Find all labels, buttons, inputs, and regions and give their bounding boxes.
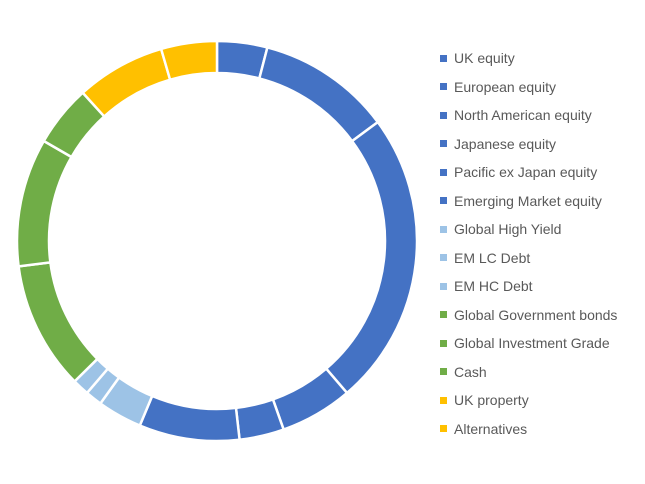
legend-swatch bbox=[440, 311, 447, 319]
slice-uk-property bbox=[81, 47, 172, 118]
legend-label: Global Government bonds bbox=[454, 306, 618, 323]
legend-swatch bbox=[440, 168, 447, 176]
legend-item-em-hc-debt: EM HC Debt bbox=[440, 272, 640, 301]
legend-label: Global Investment Grade bbox=[454, 335, 610, 352]
legend-item-european-equity: European equity bbox=[440, 73, 640, 102]
legend-item-global-investment-grade: Global Investment Grade bbox=[440, 329, 640, 358]
legend-item-emerging-market-equity: Emerging Market equity bbox=[440, 187, 640, 216]
legend-swatch bbox=[440, 140, 447, 148]
legend-label: Pacific ex Japan equity bbox=[454, 164, 598, 181]
legend-item-global-government-bonds: Global Government bonds bbox=[440, 301, 640, 330]
legend-swatch bbox=[440, 339, 447, 347]
legend-item-uk-property: UK property bbox=[440, 386, 640, 415]
legend-label: UK property bbox=[454, 392, 529, 409]
legend-item-japanese-equity: Japanese equity bbox=[440, 130, 640, 159]
legend-item-pacific-ex-japan-equity: Pacific ex Japan equity bbox=[440, 158, 640, 187]
legend-swatch bbox=[440, 225, 447, 233]
legend-swatch bbox=[440, 254, 447, 262]
legend-item-global-high-yield: Global High Yield bbox=[440, 215, 640, 244]
slice-global-government-bonds bbox=[17, 261, 99, 383]
slice-european-equity bbox=[258, 46, 380, 143]
chart-legend: UK equity European equity North American e… bbox=[440, 44, 640, 443]
legend-item-uk-equity: UK equity bbox=[440, 44, 640, 73]
legend-item-alternatives: Alternatives bbox=[440, 415, 640, 444]
legend-item-em-lc-debt: EM LC Debt bbox=[440, 244, 640, 273]
legend-item-north-american-equity: North American equity bbox=[440, 101, 640, 130]
legend-swatch bbox=[440, 54, 447, 62]
legend-label: Japanese equity bbox=[454, 135, 556, 152]
legend-label: European equity bbox=[454, 78, 556, 95]
legend-label: Cash bbox=[454, 363, 487, 380]
slice-north-american-equity bbox=[324, 120, 419, 395]
legend-swatch bbox=[440, 83, 447, 91]
legend-label: North American equity bbox=[454, 107, 592, 124]
slice-alternatives bbox=[159, 39, 219, 81]
legend-label: EM HC Debt bbox=[454, 278, 533, 295]
legend-label: EM LC Debt bbox=[454, 249, 531, 266]
slice-global-investment-grade bbox=[15, 139, 73, 268]
slice-emerging-market-equity bbox=[138, 394, 241, 443]
legend-label: Alternatives bbox=[454, 420, 528, 437]
legend-label: Global High Yield bbox=[454, 221, 562, 238]
legend-swatch bbox=[440, 396, 447, 404]
legend-swatch bbox=[440, 368, 447, 376]
legend-swatch bbox=[440, 197, 447, 205]
legend-label: Emerging Market equity bbox=[454, 192, 602, 209]
legend-swatch bbox=[440, 282, 447, 290]
legend-item-cash: Cash bbox=[440, 358, 640, 387]
legend-swatch bbox=[440, 111, 447, 119]
doughnut-slices bbox=[15, 39, 419, 443]
legend-label: UK equity bbox=[454, 50, 515, 67]
legend-swatch bbox=[440, 425, 447, 433]
